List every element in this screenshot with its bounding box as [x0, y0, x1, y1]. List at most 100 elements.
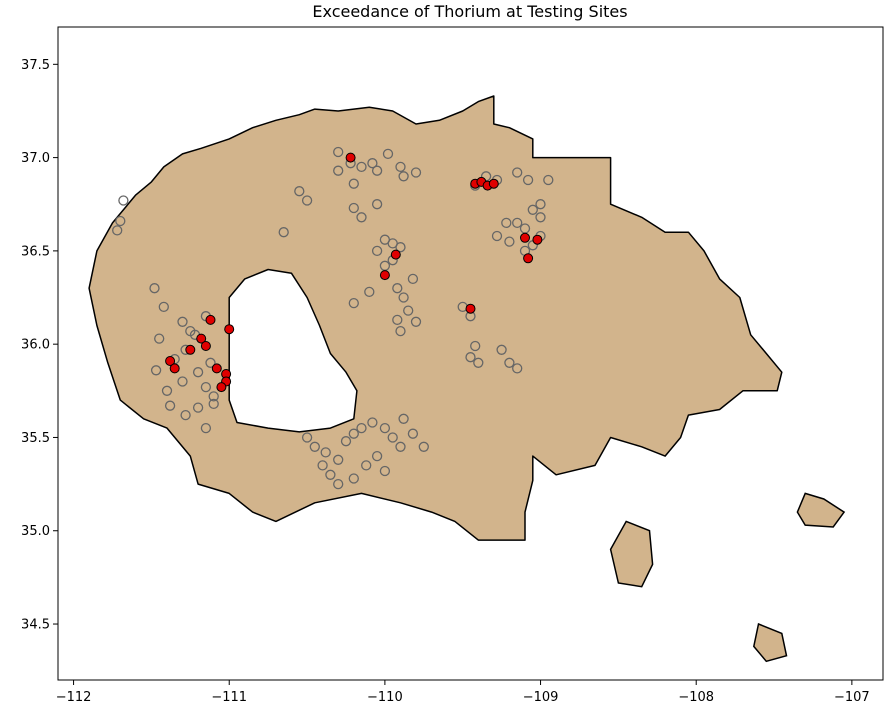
site-marker [348, 297, 359, 309]
site-marker [398, 171, 409, 182]
site-marker [180, 409, 191, 421]
x-tick-label: −109 [523, 690, 559, 705]
x-tick-label: −107 [834, 690, 870, 705]
exceedance-marker [345, 152, 356, 163]
x-tick-label: −111 [211, 690, 247, 705]
site-marker [410, 167, 422, 178]
x-axis: −112 −111 −110 −109 −108 −107 [56, 680, 870, 705]
site-marker [208, 391, 219, 402]
exceedance-marker [211, 363, 222, 374]
plot-area [57, 26, 884, 681]
site-marker [379, 422, 391, 434]
site-marker [356, 422, 367, 434]
plot-frame [57, 26, 884, 681]
site-marker [543, 174, 554, 186]
y-tick-label: 37.5 [21, 58, 50, 73]
testing-sites-exceedance [165, 152, 543, 393]
y-tick-label: 35.5 [21, 431, 50, 446]
site-marker [294, 186, 305, 197]
site-marker [278, 227, 289, 238]
site-marker [348, 202, 359, 214]
site-marker [504, 236, 515, 247]
outlying-parcel-2 [796, 492, 846, 528]
site-marker [395, 242, 406, 253]
outlying-parcel-3 [752, 622, 788, 663]
site-marker [395, 325, 406, 337]
y-tick-label: 35.0 [21, 524, 50, 539]
site-marker [504, 357, 515, 368]
site-marker [112, 225, 123, 236]
exceedance-marker [465, 303, 476, 314]
territory-region [88, 95, 783, 541]
site-marker [512, 363, 523, 374]
site-marker [205, 357, 216, 368]
y-tick-label: 36.5 [21, 244, 50, 259]
site-marker [395, 161, 406, 173]
site-marker [356, 161, 367, 173]
y-axis: 34.5 35.0 35.5 36.0 36.5 37.0 37.5 [21, 58, 58, 633]
site-marker [348, 473, 359, 484]
site-marker [392, 314, 403, 326]
site-marker [192, 367, 204, 378]
site-marker [512, 217, 523, 229]
site-marker [367, 158, 378, 169]
site-marker [496, 344, 507, 355]
site-marker [192, 402, 204, 413]
site-marker [407, 273, 419, 285]
site-marker [115, 215, 126, 227]
site-marker [309, 441, 320, 452]
site-marker [317, 460, 328, 471]
x-tick-label: −108 [678, 690, 714, 705]
site-marker [348, 428, 359, 439]
exceedance-marker [488, 178, 499, 189]
site-marker [154, 333, 165, 344]
site-marker [387, 432, 398, 443]
exceedance-marker [379, 270, 390, 281]
exceedance-marker [520, 232, 530, 243]
site-marker [118, 195, 129, 206]
site-marker [501, 217, 512, 229]
site-marker [392, 283, 403, 294]
site-marker [398, 413, 409, 424]
site-marker [149, 283, 160, 294]
exceedance-marker [200, 341, 211, 351]
exceedance-marker [532, 234, 543, 245]
site-marker [371, 165, 383, 176]
site-marker [177, 316, 188, 327]
site-marker [356, 212, 367, 223]
site-marker [161, 385, 173, 396]
site-marker [301, 195, 313, 206]
site-marker [535, 199, 546, 210]
site-marker [158, 301, 169, 313]
site-marker [364, 286, 375, 298]
site-marker [407, 428, 419, 439]
x-tick-label: −112 [56, 690, 92, 705]
y-tick-label: 36.0 [21, 338, 50, 353]
site-marker [395, 441, 406, 452]
site-marker [465, 352, 476, 363]
site-marker [382, 148, 394, 160]
site-marker [379, 465, 391, 477]
site-marker [512, 167, 523, 178]
site-marker [200, 381, 212, 393]
site-marker [535, 212, 546, 223]
site-marker [410, 316, 422, 327]
site-marker [333, 165, 344, 176]
site-marker [367, 417, 378, 428]
y-tick-label: 34.5 [21, 618, 50, 633]
site-marker [371, 199, 383, 210]
site-marker [177, 376, 188, 387]
site-marker [325, 469, 336, 480]
site-marker [200, 422, 212, 434]
site-marker [470, 340, 481, 352]
exceedance-marker [165, 356, 176, 366]
site-marker [522, 174, 534, 186]
exceedance-marker [224, 324, 235, 335]
y-tick-label: 37.0 [21, 151, 50, 166]
exceedance-marker [185, 344, 196, 355]
exceedance-marker [169, 363, 180, 374]
exceedance-marker [523, 253, 534, 264]
site-marker [371, 450, 383, 462]
exceedance-marker [216, 382, 227, 393]
